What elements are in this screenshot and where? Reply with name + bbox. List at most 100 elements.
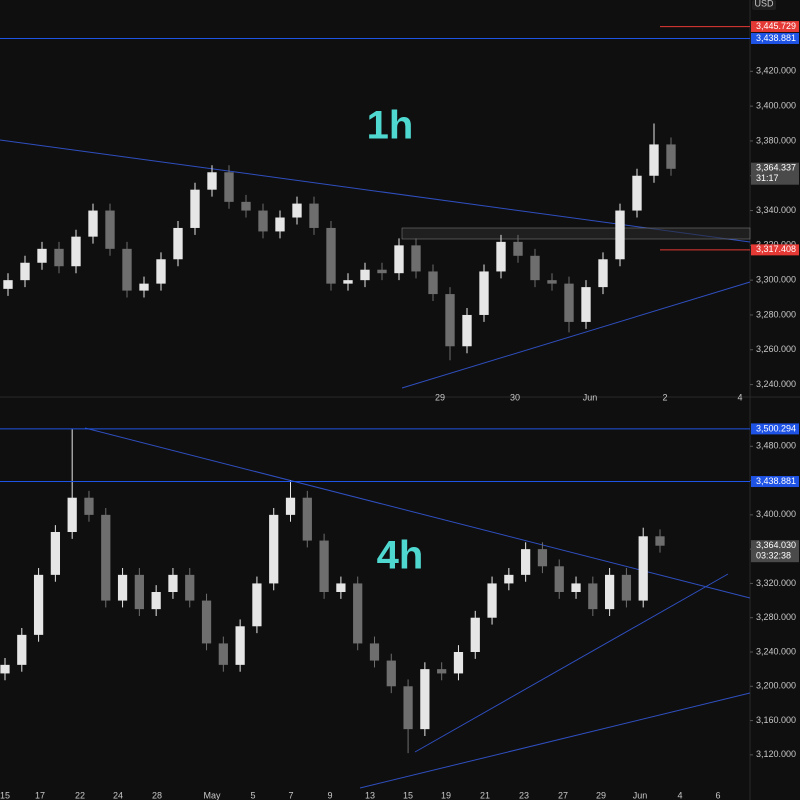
x-tick-label: 29 bbox=[596, 790, 606, 800]
candle-body bbox=[241, 201, 251, 211]
x-tick-label: 23 bbox=[519, 790, 529, 800]
candle-body bbox=[168, 574, 178, 592]
y-tick-label: 3,480.000 bbox=[756, 441, 796, 451]
y-tick-label: 3,200.000 bbox=[756, 681, 796, 691]
candle-body bbox=[504, 574, 514, 584]
x-tick-label: 17 bbox=[35, 790, 45, 800]
candle-body bbox=[655, 536, 665, 546]
price-tag-label: 3,445.729 bbox=[756, 21, 796, 31]
candle-body bbox=[117, 574, 128, 601]
x-tick-label: 9 bbox=[327, 790, 332, 800]
candle-body bbox=[207, 172, 217, 190]
candle-body bbox=[403, 686, 413, 730]
price-tag bbox=[751, 540, 799, 563]
y-tick-label: 3,120.000 bbox=[756, 749, 796, 759]
candle-body bbox=[428, 271, 438, 295]
trendline bbox=[0, 139, 751, 243]
trendline bbox=[359, 692, 751, 789]
candle-body bbox=[496, 241, 506, 272]
y-tick-label: 3,240.000 bbox=[756, 646, 796, 656]
x-tick-label: 15 bbox=[0, 790, 10, 800]
x-tick-label: 13 bbox=[365, 790, 375, 800]
candle-body bbox=[513, 241, 523, 256]
candle-body bbox=[604, 574, 615, 610]
x-tick-label: 5 bbox=[250, 790, 255, 800]
price-tag bbox=[751, 423, 799, 435]
x-tick-label: 27 bbox=[558, 790, 568, 800]
candle-body bbox=[20, 262, 30, 281]
candle-body bbox=[571, 583, 581, 592]
candle-body bbox=[201, 600, 212, 644]
candle-body bbox=[394, 245, 404, 274]
candle-body bbox=[134, 574, 144, 610]
candle-body bbox=[537, 549, 548, 567]
candle-body bbox=[285, 497, 296, 515]
candle-body bbox=[353, 583, 363, 644]
x-tick-label: 28 bbox=[152, 790, 162, 800]
y-tick-label: 3,340.000 bbox=[756, 205, 796, 215]
x-tick-label: 29 bbox=[435, 392, 445, 402]
x-tick-label: 30 bbox=[510, 392, 520, 402]
candle-body bbox=[309, 203, 319, 228]
price-tag-label: 3,364.030 bbox=[756, 540, 796, 550]
candle-body bbox=[105, 210, 115, 249]
candle-body bbox=[275, 217, 285, 232]
y-tick-label: 3,280.000 bbox=[756, 309, 796, 319]
candle-body bbox=[588, 583, 598, 610]
candle-body bbox=[218, 643, 228, 665]
candle-body bbox=[190, 189, 200, 228]
resistance-zone bbox=[401, 227, 751, 240]
candle-body bbox=[17, 634, 27, 665]
x-tick-label: 15 bbox=[403, 790, 413, 800]
price-tag-label: 3,500.294 bbox=[756, 423, 796, 433]
y-tick-label: 3,160.000 bbox=[756, 715, 796, 725]
currency-box bbox=[752, 0, 776, 10]
candle-body bbox=[67, 497, 77, 532]
x-tick-label: May bbox=[203, 790, 221, 800]
x-tick-label: 21 bbox=[480, 790, 490, 800]
candle-body bbox=[122, 248, 132, 291]
candle-body bbox=[621, 574, 632, 601]
y-tick-label: 3,240.000 bbox=[756, 379, 796, 389]
price-tag bbox=[751, 32, 799, 44]
timeframe-label: 1h bbox=[367, 104, 414, 148]
candle-body bbox=[156, 259, 166, 284]
y-tick-label: 3,400.000 bbox=[756, 509, 796, 519]
candle-body bbox=[173, 227, 183, 260]
x-tick-label: 4 bbox=[737, 392, 742, 402]
y-tick-label: 3,420.000 bbox=[756, 66, 796, 76]
candle-body bbox=[445, 294, 455, 347]
candle-body bbox=[564, 283, 574, 322]
x-tick-label: 2 bbox=[662, 392, 667, 402]
y-tick-label: 3,380.000 bbox=[756, 135, 796, 145]
countdown-label: 31:17 bbox=[756, 173, 779, 183]
candle-body bbox=[269, 514, 279, 584]
candle-body bbox=[37, 248, 47, 263]
candle-body bbox=[336, 583, 346, 592]
candle-body bbox=[479, 271, 489, 315]
candle-body bbox=[554, 566, 564, 592]
candle-body bbox=[666, 144, 676, 169]
candle-body bbox=[139, 283, 149, 291]
candle-body bbox=[88, 210, 98, 237]
price-tag-label: 3,364.337 bbox=[756, 163, 796, 173]
price-tag bbox=[751, 162, 799, 185]
candle-body bbox=[3, 280, 13, 289]
candle-body bbox=[377, 269, 387, 274]
candle-body bbox=[343, 280, 353, 284]
candle-body bbox=[101, 514, 111, 601]
price-tag-label: 3,438.881 bbox=[756, 476, 796, 486]
candle-body bbox=[632, 175, 642, 211]
y-tick-label: 3,260.000 bbox=[756, 344, 796, 354]
x-tick-label: Jun bbox=[633, 790, 648, 800]
candle-body bbox=[420, 669, 430, 730]
candle-body bbox=[453, 652, 464, 674]
candle-body bbox=[0, 664, 10, 674]
y-tick-label: 3,300.000 bbox=[756, 275, 796, 285]
candle-body bbox=[369, 643, 380, 661]
candle-body bbox=[547, 280, 557, 284]
trendline bbox=[401, 281, 751, 389]
candle-body bbox=[326, 227, 336, 284]
